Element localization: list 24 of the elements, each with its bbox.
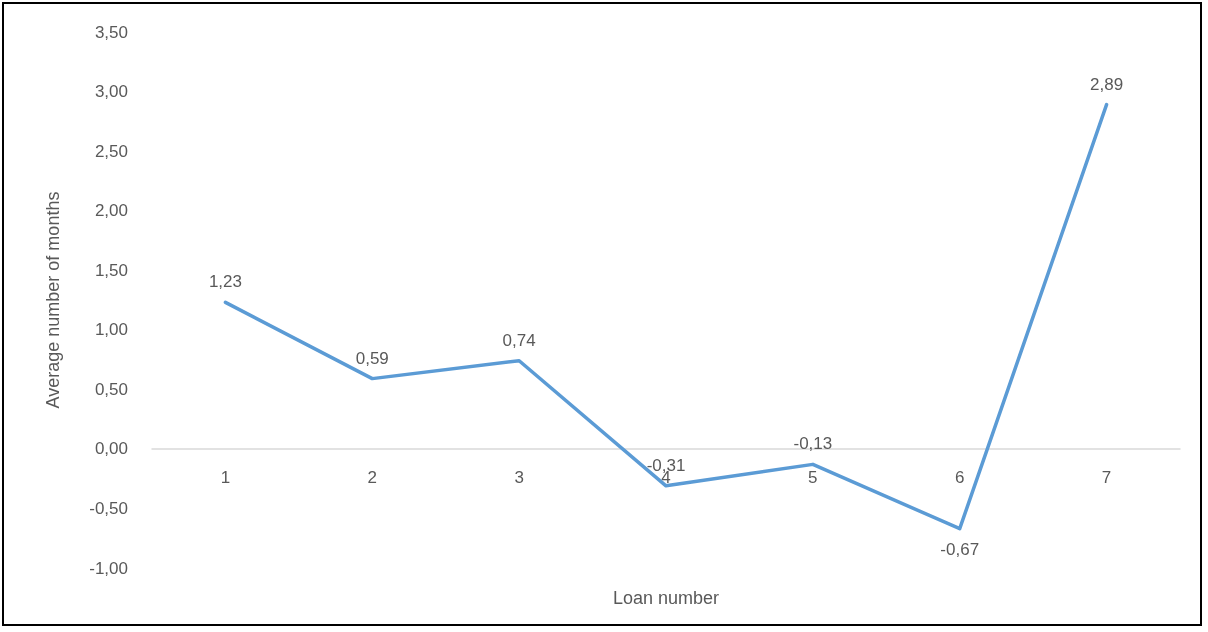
data-label: 0,59 — [355, 348, 389, 368]
y-tick-label: 3,00 — [94, 82, 128, 102]
y-tick-label: 1,50 — [94, 260, 128, 280]
data-label: 1,23 — [208, 272, 242, 292]
data-label: 0,74 — [502, 330, 536, 350]
y-tick-label: 0,50 — [94, 379, 128, 399]
x-tick-label: 6 — [954, 467, 965, 487]
y-tick-label: -0,50 — [89, 498, 128, 518]
y-tick-label: 2,50 — [94, 141, 128, 161]
y-tick-label: -1,00 — [89, 558, 128, 578]
y-axis-title: Average number of months — [43, 191, 63, 409]
y-tick-label: 2,00 — [94, 201, 128, 221]
x-tick-label: 7 — [1101, 467, 1112, 487]
x-tick-label: 5 — [808, 467, 818, 487]
y-tick-label: 3,50 — [94, 22, 128, 42]
y-tick-label: 1,00 — [94, 320, 128, 340]
x-tick-label: 2 — [367, 467, 378, 487]
data-label: 2,89 — [1090, 74, 1124, 94]
data-label: -0,67 — [940, 539, 980, 559]
x-axis-title: Loan number — [612, 587, 720, 608]
y-tick-label: 0,00 — [94, 439, 128, 459]
x-tick-label: 3 — [514, 467, 524, 487]
data-label: -0,13 — [793, 434, 833, 454]
x-tick-label: 1 — [220, 467, 231, 487]
